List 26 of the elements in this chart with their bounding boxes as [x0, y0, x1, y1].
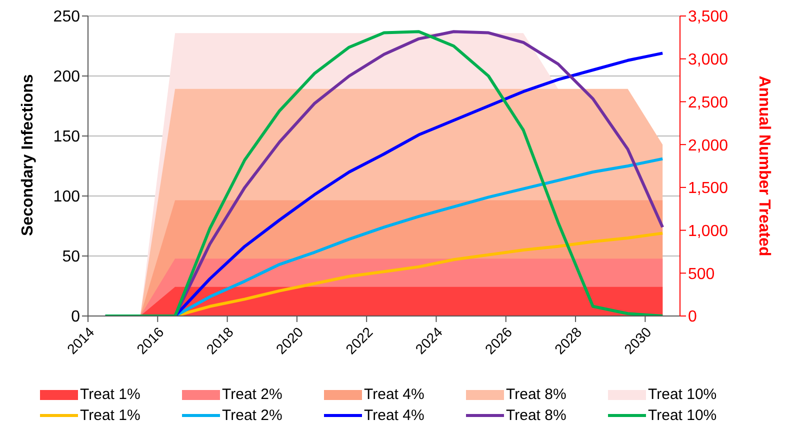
y-tick-label: 250: [53, 8, 80, 26]
y2-tick-label: 2,500: [688, 94, 728, 112]
legend-label: Treat 4%: [364, 386, 424, 403]
legend-label: Treat 2%: [222, 386, 282, 403]
y-tick-label: 50: [62, 248, 80, 266]
legend-label: Treat 10%: [648, 407, 717, 424]
y2-tick-label: 2,000: [688, 137, 728, 154]
y2-tick-label: 1,500: [688, 180, 728, 198]
legend-label: Treat 10%: [648, 386, 717, 403]
y-tick-label: 200: [53, 68, 80, 86]
legend-label: Treat 1%: [80, 407, 140, 424]
y-tick-label: 100: [53, 188, 80, 206]
y2-tick-label: 3,500: [688, 8, 728, 26]
legend-label: Treat 4%: [364, 407, 424, 424]
legend-label: Treat 1%: [80, 386, 140, 403]
y2-tick-label: 3,000: [688, 52, 728, 69]
legend-label: Treat 8%: [506, 407, 566, 424]
legend-label: Treat 8%: [506, 386, 566, 403]
y-tick-label: 150: [53, 128, 80, 146]
y-axis-title: Secondary Infections: [20, 74, 37, 236]
y2-axis-title: Annual Number Treated: [755, 76, 772, 256]
y-tick-label: 0: [71, 308, 80, 326]
y2-tick-label: 0: [688, 308, 697, 326]
y2-tick-label: 500: [688, 266, 715, 283]
legend-label: Treat 2%: [222, 407, 282, 424]
y2-tick-label: 1,000: [688, 222, 728, 240]
